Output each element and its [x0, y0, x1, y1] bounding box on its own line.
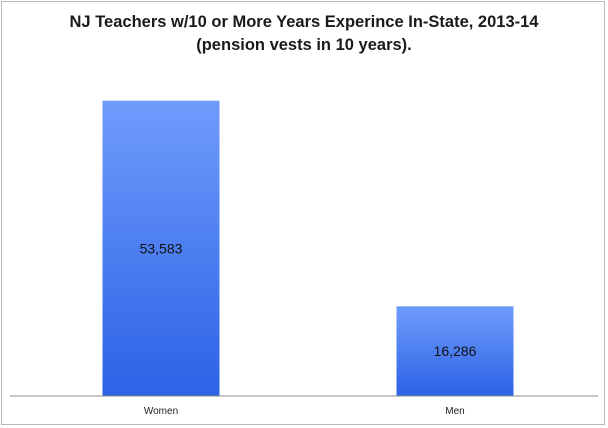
data-label-men: 16,286 — [434, 343, 477, 359]
x-tick-label-men: Men — [445, 406, 464, 417]
chart-title-block: NJ Teachers w/10 or More Years Experince… — [0, 11, 608, 57]
bar-women — [102, 100, 220, 396]
chart-title: NJ Teachers w/10 or More Years Experince… — [69, 13, 539, 31]
bar-men — [396, 306, 514, 396]
chart-subtitle: (pension vests in 10 years). — [196, 36, 412, 54]
x-tick-label-women: Women — [144, 406, 178, 417]
data-label-women: 53,583 — [140, 240, 183, 256]
